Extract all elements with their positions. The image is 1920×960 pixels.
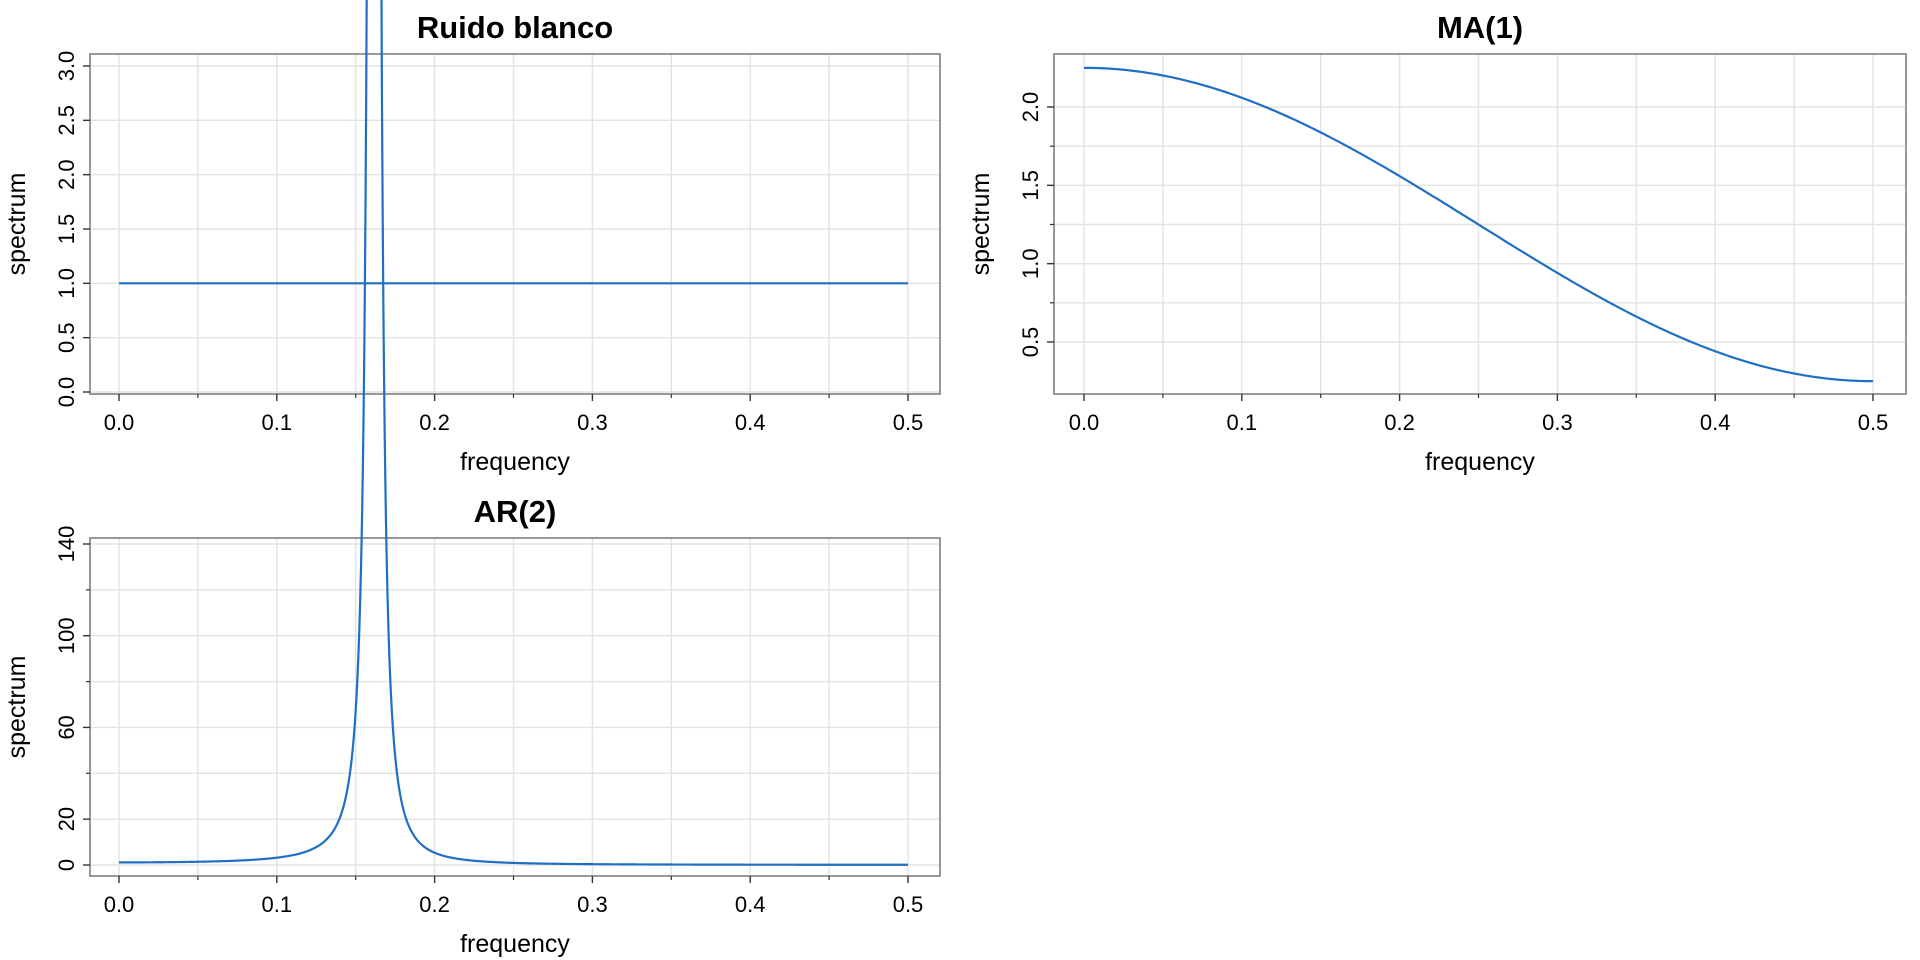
chart-panel-1: 0.0 0.1 0.2 0.3 0.4 0.5 0.5 1.0 1.5 2.0 MA(1) frequ… [967, 10, 1906, 476]
x-axis-label: frequency [460, 448, 570, 476]
x-tick-label: 0.2 [419, 410, 450, 435]
x-tick-label: 0.2 [419, 892, 450, 917]
x-tick-label: 0.1 [262, 410, 293, 435]
y-tick-label: 0.5 [1018, 327, 1043, 358]
x-tick-label: 0.4 [735, 410, 766, 435]
y-tick-label: 3.0 [54, 51, 79, 82]
x-tick-label: 0.4 [1700, 410, 1731, 435]
x-tick-label: 0.0 [104, 410, 135, 435]
y-tick-label: 1.5 [54, 214, 79, 245]
y-tick-label: 20 [54, 807, 79, 831]
y-tick-label: 0.5 [54, 322, 79, 353]
y-tick-label: 100 [54, 617, 79, 654]
chart-title: AR(2) [474, 494, 557, 529]
y-tick-label: 140 [54, 526, 79, 563]
plot-background [90, 54, 940, 394]
y-tick-label: 1.0 [54, 268, 79, 299]
x-tick-label: 0.0 [1069, 410, 1100, 435]
x-tick-label: 0.3 [577, 410, 608, 435]
chart-title: MA(1) [1437, 10, 1523, 45]
y-tick-label: 0 [54, 859, 79, 871]
plot-background [90, 538, 940, 876]
x-axis-label: frequency [1425, 448, 1535, 476]
y-tick-label: 1.5 [1018, 170, 1043, 201]
y-tick-label: 2.5 [54, 105, 79, 136]
x-tick-label: 0.5 [893, 410, 924, 435]
x-tick-label: 0.1 [262, 892, 293, 917]
x-tick-label: 0.4 [735, 892, 766, 917]
y-tick-label: 2.0 [1018, 92, 1043, 123]
x-tick-label: 0.1 [1227, 410, 1258, 435]
x-tick-label: 0.3 [577, 892, 608, 917]
x-tick-label: 0.2 [1384, 410, 1415, 435]
x-tick-label: 0.3 [1542, 410, 1573, 435]
x-axis-label: frequency [460, 930, 570, 958]
chart-panel-0: 0.0 0.1 0.2 0.3 0.4 0.5 0.0 0.5 1.0 1.5 2.0 2.5 3.0 R… [3, 10, 940, 476]
y-axis-label: spectrum [3, 656, 31, 759]
y-axis-label: spectrum [3, 173, 31, 276]
x-tick-label: 0.0 [104, 892, 135, 917]
y-tick-label: 60 [54, 715, 79, 739]
y-axis-label: spectrum [967, 173, 995, 276]
y-tick-label: 1.0 [1018, 248, 1043, 279]
x-tick-label: 0.5 [893, 892, 924, 917]
chart-title: Ruido blanco [417, 10, 613, 45]
x-tick-label: 0.5 [1858, 410, 1889, 435]
y-tick-label: 2.0 [54, 159, 79, 190]
y-tick-label: 0.0 [54, 377, 79, 408]
